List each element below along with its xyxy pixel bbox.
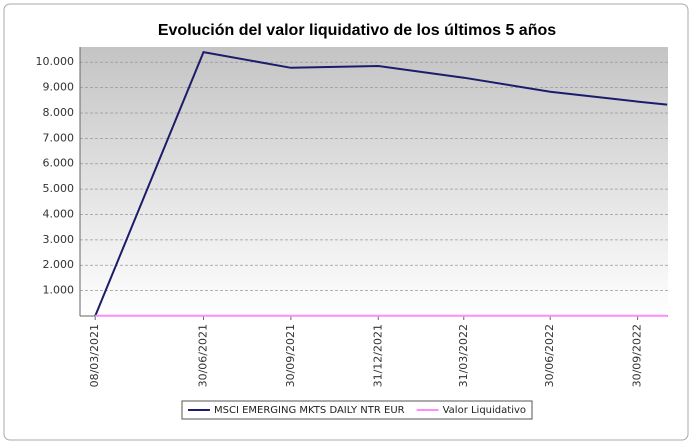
y-tick-label: 5.000 — [43, 182, 75, 195]
y-tick-label: 10.000 — [36, 55, 75, 68]
plot-area — [80, 47, 668, 316]
x-tick-label: 31/03/2022 — [457, 324, 470, 387]
x-tick-label: 30/09/2021 — [284, 324, 297, 387]
x-tick-label: 30/06/2022 — [543, 324, 556, 387]
legend: MSCI EMERGING MKTS DAILY NTR EUR Valor Li… — [181, 400, 533, 420]
y-tick-label: 7.000 — [43, 131, 75, 144]
x-tick-label: 30/09/2022 — [631, 324, 644, 387]
chart-title: Evolución del valor liquidativo de los ú… — [158, 22, 556, 39]
y-tick-label: 2.000 — [43, 258, 75, 271]
y-tick-label: 1.000 — [43, 284, 75, 297]
legend-box — [181, 400, 533, 420]
y-tick-label: 9.000 — [43, 81, 75, 94]
legend-label: MSCI EMERGING MKTS DAILY NTR EUR — [214, 405, 405, 416]
legend-label: Valor Liquidativo — [443, 405, 526, 416]
y-tick-label: 3.000 — [43, 233, 75, 246]
y-tick-label: 8.000 — [43, 106, 75, 119]
x-tick-label: 08/03/2021 — [88, 324, 101, 387]
x-tick-label: 31/12/2021 — [371, 324, 384, 387]
y-tick-label: 6.000 — [43, 157, 75, 170]
x-tick-label: 30/06/2021 — [196, 324, 209, 387]
series-line — [94, 50, 668, 317]
y-tick-label: 4.000 — [43, 207, 75, 220]
